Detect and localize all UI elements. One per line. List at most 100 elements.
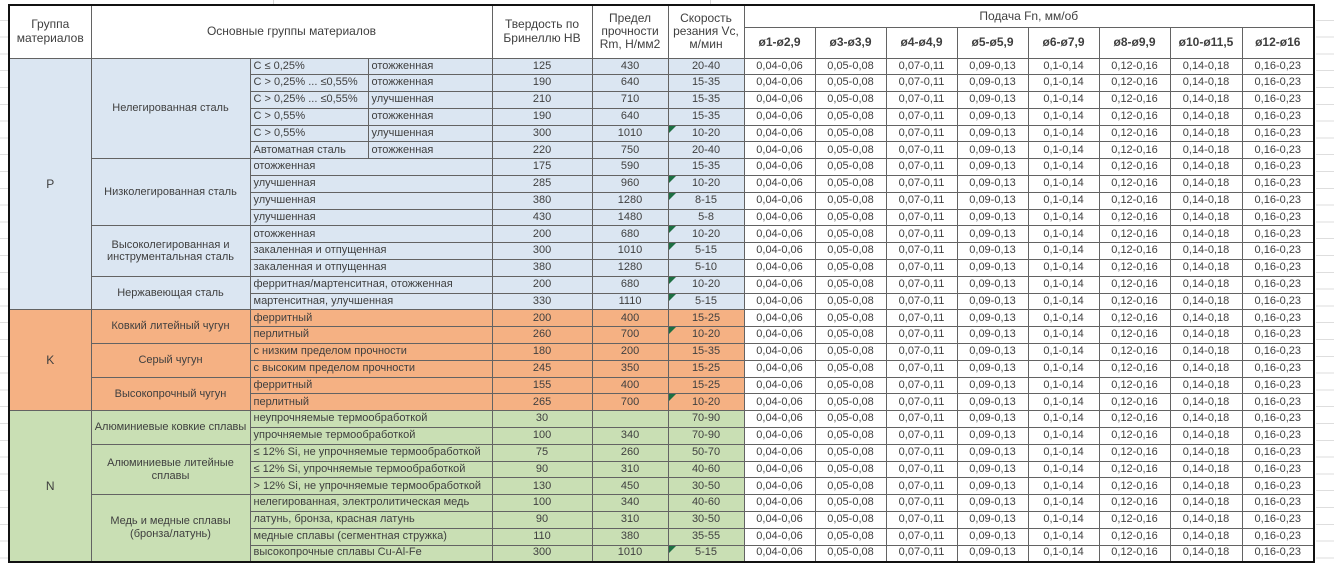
- feed-cell[interactable]: 0,07-0,11: [885, 225, 958, 244]
- header-cutting-speed[interactable]: Скорость резания Vc, м/мин: [667, 4, 745, 59]
- material-condition-cell[interactable]: C > 0,55%: [249, 124, 369, 143]
- hardness-cell[interactable]: 110: [491, 527, 593, 546]
- feed-cell[interactable]: 0,1-0,14: [1027, 443, 1100, 462]
- strength-cell[interactable]: [591, 410, 669, 429]
- cutting-speed-cell[interactable]: 40-60: [667, 460, 745, 479]
- feed-cell[interactable]: 0,12-0,16: [1098, 427, 1171, 445]
- feed-cell[interactable]: 0,04-0,06: [743, 208, 816, 227]
- feed-cell[interactable]: 0,04-0,06: [743, 443, 816, 462]
- hardness-cell[interactable]: 90: [491, 511, 593, 529]
- feed-cell[interactable]: 0,04-0,06: [743, 359, 816, 378]
- cutting-speed-cell[interactable]: 10-20: [667, 175, 745, 193]
- feed-cell[interactable]: 0,1-0,14: [1027, 494, 1100, 513]
- feed-cell[interactable]: 0,05-0,08: [814, 309, 887, 328]
- material-desc-cell[interactable]: перлитный: [249, 326, 493, 345]
- strength-cell[interactable]: 400: [591, 376, 669, 395]
- strength-cell[interactable]: 310: [591, 460, 669, 479]
- feed-cell[interactable]: 0,1-0,14: [1027, 158, 1100, 177]
- feed-cell[interactable]: 0,09-0,13: [956, 527, 1029, 546]
- feed-cell[interactable]: 0,07-0,11: [885, 141, 958, 160]
- feed-cell[interactable]: 0,05-0,08: [814, 208, 887, 227]
- feed-cell[interactable]: 0,16-0,23: [1241, 242, 1315, 261]
- feed-cell[interactable]: 0,09-0,13: [956, 410, 1029, 429]
- feed-cell[interactable]: 0,12-0,16: [1098, 527, 1171, 546]
- cutting-speed-cell[interactable]: 10-20: [667, 326, 745, 345]
- material-condition-cell[interactable]: C ≤ 0,25%: [249, 57, 369, 76]
- strength-cell[interactable]: 680: [591, 275, 669, 294]
- cutting-speed-cell[interactable]: 10-20: [667, 275, 745, 294]
- feed-cell[interactable]: 0,16-0,23: [1241, 124, 1315, 143]
- header-diameter-8[interactable]: ø12-ø16: [1241, 26, 1315, 59]
- hardness-cell[interactable]: 260: [491, 326, 593, 345]
- feed-cell[interactable]: 0,07-0,11: [885, 527, 958, 546]
- feed-cell[interactable]: 0,14-0,18: [1169, 343, 1243, 361]
- feed-cell[interactable]: 0,09-0,13: [956, 292, 1029, 311]
- strength-cell[interactable]: 700: [591, 326, 669, 345]
- feed-cell[interactable]: 0,05-0,08: [814, 393, 887, 412]
- material-subgroup-cell[interactable]: Высоколегированная и инструментальная ст…: [90, 225, 251, 277]
- feed-cell[interactable]: 0,1-0,14: [1027, 242, 1100, 261]
- feed-cell[interactable]: 0,16-0,23: [1241, 91, 1315, 109]
- feed-cell[interactable]: 0,1-0,14: [1027, 175, 1100, 193]
- feed-cell[interactable]: 0,09-0,13: [956, 175, 1029, 193]
- cutting-speed-cell[interactable]: 10-20: [667, 393, 745, 412]
- feed-cell[interactable]: 0,09-0,13: [956, 141, 1029, 160]
- material-desc-cell[interactable]: с высоким пределом прочности: [249, 359, 493, 378]
- feed-cell[interactable]: 0,14-0,18: [1169, 326, 1243, 345]
- feed-cell[interactable]: 0,1-0,14: [1027, 208, 1100, 227]
- cutting-speed-cell[interactable]: 15-35: [667, 158, 745, 177]
- feed-cell[interactable]: 0,14-0,18: [1169, 511, 1243, 529]
- feed-cell[interactable]: 0,05-0,08: [814, 141, 887, 160]
- strength-cell[interactable]: 310: [591, 511, 669, 529]
- feed-cell[interactable]: 0,1-0,14: [1027, 376, 1100, 395]
- feed-cell[interactable]: 0,14-0,18: [1169, 141, 1243, 160]
- hardness-cell[interactable]: 285: [491, 175, 593, 193]
- material-condition-cell[interactable]: C > 0,25% ... ≤0,55%: [249, 74, 369, 93]
- feed-cell[interactable]: 0,09-0,13: [956, 275, 1029, 294]
- feed-cell[interactable]: 0,09-0,13: [956, 427, 1029, 445]
- feed-cell[interactable]: 0,07-0,11: [885, 376, 958, 395]
- material-desc-cell[interactable]: медные сплавы (сегментная стружка): [249, 527, 493, 546]
- strength-cell[interactable]: 260: [591, 443, 669, 462]
- feed-cell[interactable]: 0,07-0,11: [885, 477, 958, 496]
- feed-cell[interactable]: 0,07-0,11: [885, 359, 958, 378]
- feed-cell[interactable]: 0,12-0,16: [1098, 259, 1171, 277]
- material-desc-cell[interactable]: закаленная и отпущенная: [249, 242, 493, 261]
- material-state-cell[interactable]: отожженная: [367, 107, 493, 126]
- feed-cell[interactable]: 0,05-0,08: [814, 107, 887, 126]
- strength-cell[interactable]: 340: [591, 427, 669, 445]
- feed-cell[interactable]: 0,07-0,11: [885, 57, 958, 76]
- strength-cell[interactable]: 340: [591, 494, 669, 513]
- feed-cell[interactable]: 0,09-0,13: [956, 242, 1029, 261]
- feed-cell[interactable]: 0,12-0,16: [1098, 191, 1171, 210]
- feed-cell[interactable]: 0,05-0,08: [814, 544, 887, 563]
- feed-cell[interactable]: 0,07-0,11: [885, 242, 958, 261]
- feed-cell[interactable]: 0,07-0,11: [885, 343, 958, 361]
- feed-cell[interactable]: 0,05-0,08: [814, 326, 887, 345]
- strength-cell[interactable]: 640: [591, 107, 669, 126]
- feed-cell[interactable]: 0,09-0,13: [956, 191, 1029, 210]
- feed-cell[interactable]: 0,14-0,18: [1169, 359, 1243, 378]
- feed-cell[interactable]: 0,12-0,16: [1098, 57, 1171, 76]
- feed-cell[interactable]: 0,1-0,14: [1027, 191, 1100, 210]
- feed-cell[interactable]: 0,1-0,14: [1027, 275, 1100, 294]
- feed-cell[interactable]: 0,07-0,11: [885, 427, 958, 445]
- feed-cell[interactable]: 0,07-0,11: [885, 460, 958, 479]
- feed-cell[interactable]: 0,14-0,18: [1169, 393, 1243, 412]
- hardness-cell[interactable]: 380: [491, 191, 593, 210]
- feed-cell[interactable]: 0,04-0,06: [743, 544, 816, 563]
- material-subgroup-cell[interactable]: Алюминиевые ковкие сплавы: [90, 410, 251, 445]
- feed-cell[interactable]: 0,05-0,08: [814, 175, 887, 193]
- material-desc-cell[interactable]: ферритный: [249, 309, 493, 328]
- strength-cell[interactable]: 350: [591, 359, 669, 378]
- hardness-cell[interactable]: 100: [491, 494, 593, 513]
- feed-cell[interactable]: 0,04-0,06: [743, 410, 816, 429]
- cutting-speed-cell[interactable]: 5-8: [667, 208, 745, 227]
- feed-cell[interactable]: 0,16-0,23: [1241, 292, 1315, 311]
- feed-cell[interactable]: 0,05-0,08: [814, 443, 887, 462]
- cutting-speed-cell[interactable]: 5-10: [667, 259, 745, 277]
- cutting-speed-cell[interactable]: 10-20: [667, 225, 745, 244]
- hardness-cell[interactable]: 380: [491, 259, 593, 277]
- feed-cell[interactable]: 0,07-0,11: [885, 326, 958, 345]
- feed-cell[interactable]: 0,04-0,06: [743, 107, 816, 126]
